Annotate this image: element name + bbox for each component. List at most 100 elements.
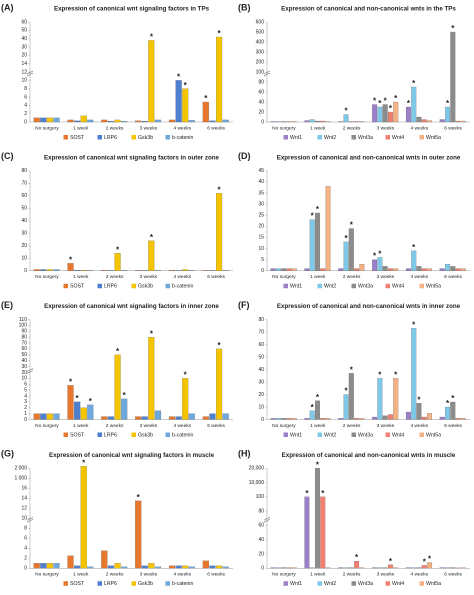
x-tick-label: 6 weeks xyxy=(444,572,462,578)
y-tick-label: 600 xyxy=(256,19,265,25)
legend-swatch xyxy=(131,432,136,437)
y-tick-label: 60 xyxy=(21,193,27,199)
bar xyxy=(460,418,466,420)
y-tick-label: 16 xyxy=(21,486,27,492)
legend-label: Wnt1 xyxy=(290,284,302,290)
legend-swatch xyxy=(283,432,288,437)
legend-label: SOST xyxy=(70,581,85,587)
bar xyxy=(343,394,349,420)
bar xyxy=(445,567,451,569)
bar xyxy=(445,106,451,123)
x-tick-label: 6 weeks xyxy=(207,274,225,280)
bar xyxy=(439,416,445,420)
bar xyxy=(445,263,451,271)
legend-label: b-catenin xyxy=(172,432,193,438)
y-tick-label: 6 xyxy=(24,382,27,388)
bar xyxy=(168,416,176,420)
bar xyxy=(222,119,229,123)
panel-label: (H) xyxy=(238,449,251,459)
legend-swatch xyxy=(63,581,68,586)
significance-marker: * xyxy=(116,245,120,254)
bar xyxy=(33,563,40,569)
bar xyxy=(114,253,121,271)
y-tick-label: 20 xyxy=(258,392,264,398)
bar xyxy=(411,567,417,569)
bar xyxy=(141,416,148,420)
significance-marker: * xyxy=(137,493,141,502)
y-tick-label: 12 xyxy=(21,506,27,512)
x-tick-label: 6 weeks xyxy=(444,423,462,429)
legend-swatch xyxy=(63,283,68,289)
x-tick-label: 3 weeks xyxy=(140,572,158,578)
y-tick-label: 0 xyxy=(261,119,264,125)
bar xyxy=(148,40,155,123)
legend-swatch xyxy=(351,135,356,140)
bar xyxy=(460,268,466,271)
bar xyxy=(445,406,451,420)
bar xyxy=(135,500,142,569)
y-tick-label: 14 xyxy=(21,496,27,502)
significance-marker: * xyxy=(316,393,320,402)
legend-swatch xyxy=(97,135,102,140)
bar xyxy=(450,401,456,420)
y-tick-label: 400 xyxy=(256,39,265,45)
y-tick-label: 5 xyxy=(24,387,27,393)
bar xyxy=(455,418,461,420)
bar xyxy=(270,268,276,271)
x-tick-label: No surgery xyxy=(35,423,59,429)
legend-label: Wnt5a xyxy=(426,284,441,290)
y-tick-label: 20 xyxy=(21,370,27,376)
legend-swatch xyxy=(419,283,424,289)
significance-marker: * xyxy=(384,97,388,106)
x-tick-label: 1 week xyxy=(310,274,326,280)
y-tick-label: 2 xyxy=(24,556,27,562)
legend-label: Wnt1 xyxy=(290,432,302,438)
x-tick-label: 3 weeks xyxy=(140,423,158,429)
y-tick-label: 60 xyxy=(258,523,264,529)
bar xyxy=(202,560,209,569)
legend-label: Gsk3b xyxy=(138,432,153,438)
y-tick-label: 40 xyxy=(21,36,27,42)
bar xyxy=(421,119,427,123)
y-tick-label: 10 xyxy=(258,404,264,410)
y-tick-label: 5 xyxy=(261,257,264,263)
significance-marker: * xyxy=(446,399,450,408)
significance-marker: * xyxy=(344,387,348,396)
significance-marker: * xyxy=(89,397,93,406)
axis-break xyxy=(26,70,34,75)
bar xyxy=(325,186,331,271)
bar xyxy=(53,117,60,123)
y-tick-label: 8 xyxy=(24,526,27,532)
bar xyxy=(215,565,223,569)
legend-swatch xyxy=(97,283,102,289)
legend-swatch xyxy=(165,581,170,586)
bar xyxy=(281,268,287,271)
significance-marker: * xyxy=(389,104,393,113)
bar xyxy=(354,418,360,420)
y-tick-label: 300 xyxy=(256,49,265,55)
chart-title: Expression of canonical and non-canonica… xyxy=(277,154,461,161)
bar xyxy=(270,121,276,123)
y-tick-label: 70 xyxy=(258,329,264,335)
x-tick-label: 3 weeks xyxy=(377,423,395,429)
significance-marker: * xyxy=(177,72,181,81)
y-tick-label: 80 xyxy=(21,334,27,340)
chart-title: Expression of canonical wnt signaling fa… xyxy=(54,6,210,13)
significance-marker: * xyxy=(69,255,73,264)
bar xyxy=(439,119,445,123)
y-tick-label: 50 xyxy=(21,352,27,358)
bar xyxy=(188,120,195,123)
x-tick-label: 3 weeks xyxy=(377,274,395,280)
significance-marker: * xyxy=(116,347,120,356)
bar xyxy=(455,120,461,123)
legend-swatch xyxy=(97,432,102,437)
y-tick-label: 90 xyxy=(21,329,27,335)
significance-marker: * xyxy=(389,557,393,566)
significance-marker: * xyxy=(311,403,315,412)
bar xyxy=(343,567,349,569)
panel: (D) Expression of canonical and non-canon… xyxy=(238,151,470,290)
y-tick-label: 6 xyxy=(24,94,27,100)
bar xyxy=(182,565,189,569)
bar xyxy=(270,567,276,569)
